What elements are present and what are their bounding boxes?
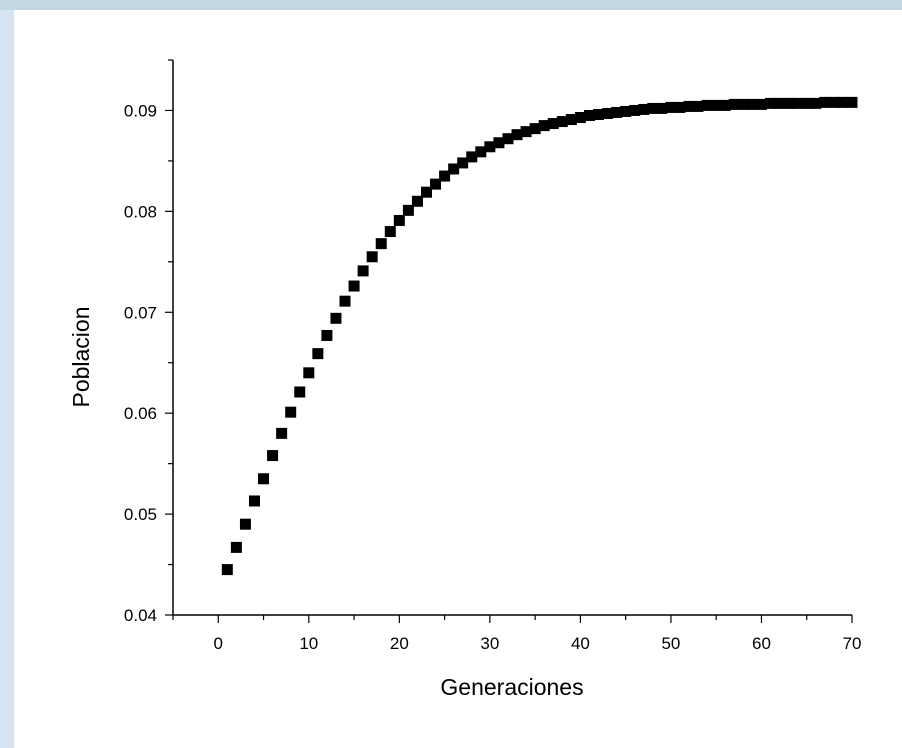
data-point bbox=[484, 141, 496, 153]
data-point bbox=[411, 195, 423, 207]
x-tick-label: 10 bbox=[299, 634, 318, 653]
data-point bbox=[285, 406, 297, 418]
y-tick-label: 0.09 bbox=[124, 101, 157, 120]
x-tick-label: 50 bbox=[661, 634, 680, 653]
data-point bbox=[466, 151, 478, 163]
data-point bbox=[810, 97, 822, 109]
data-point bbox=[267, 450, 279, 462]
x-tick-label: 0 bbox=[214, 634, 223, 653]
data-point bbox=[303, 367, 315, 379]
data-point bbox=[439, 170, 451, 182]
data-point bbox=[819, 96, 831, 108]
data-point bbox=[683, 100, 695, 112]
data-point bbox=[529, 123, 541, 135]
data-point bbox=[538, 120, 550, 132]
x-axis-ticks: 0 10 20 30 40 50 60 70 bbox=[172, 615, 862, 653]
data-point bbox=[565, 114, 577, 126]
data-point bbox=[828, 96, 840, 108]
y-tick-label: 0.05 bbox=[124, 505, 157, 524]
y-tick-label: 0.08 bbox=[124, 202, 157, 221]
data-point bbox=[457, 157, 469, 169]
x-tick-label: 60 bbox=[752, 634, 771, 653]
data-point bbox=[728, 98, 740, 110]
data-point bbox=[330, 312, 342, 324]
data-point bbox=[357, 265, 369, 277]
data-point bbox=[719, 99, 731, 111]
data-point bbox=[602, 107, 614, 119]
x-tick-label: 20 bbox=[390, 634, 409, 653]
x-tick-label: 30 bbox=[480, 634, 499, 653]
data-point bbox=[294, 386, 306, 398]
data-point bbox=[384, 226, 396, 238]
y-tick-label: 0.04 bbox=[124, 606, 157, 625]
data-point bbox=[258, 473, 270, 485]
data-point bbox=[710, 99, 722, 111]
x-tick-label: 40 bbox=[571, 634, 590, 653]
data-point bbox=[493, 137, 505, 149]
data-point bbox=[321, 329, 333, 341]
data-point bbox=[638, 103, 650, 115]
data-point bbox=[430, 178, 442, 190]
data-point bbox=[674, 101, 686, 113]
axes bbox=[172, 60, 852, 616]
data-point bbox=[765, 97, 777, 109]
data-point bbox=[276, 427, 288, 439]
data-point bbox=[230, 541, 242, 553]
data-point bbox=[801, 97, 813, 109]
data-point bbox=[393, 214, 405, 226]
data-points bbox=[221, 96, 858, 576]
data-point bbox=[520, 126, 532, 138]
data-point bbox=[774, 97, 786, 109]
data-point bbox=[312, 348, 324, 360]
y-tick-label: 0.07 bbox=[124, 303, 157, 322]
data-point bbox=[755, 98, 767, 110]
data-point bbox=[647, 102, 659, 114]
data-point bbox=[448, 163, 460, 175]
data-point bbox=[375, 238, 387, 250]
x-axis-label: Generaciones bbox=[440, 674, 583, 700]
data-point bbox=[502, 133, 514, 145]
data-point bbox=[611, 106, 623, 118]
data-point bbox=[574, 112, 586, 124]
data-point bbox=[402, 204, 414, 216]
data-point bbox=[583, 110, 595, 121]
data-point bbox=[665, 101, 677, 113]
data-point bbox=[837, 96, 849, 108]
x-tick-label: 70 bbox=[843, 634, 862, 653]
data-point bbox=[792, 97, 804, 109]
data-point bbox=[620, 105, 632, 117]
data-point bbox=[511, 129, 523, 141]
data-point bbox=[221, 564, 233, 576]
data-point bbox=[348, 280, 360, 292]
data-point bbox=[420, 186, 432, 198]
data-point bbox=[547, 118, 559, 130]
data-point bbox=[692, 100, 704, 112]
data-point bbox=[783, 97, 795, 109]
y-axis-ticks: 0.04 0.05 0.06 0.07 0.08 0.09 bbox=[124, 59, 173, 625]
data-point bbox=[656, 102, 668, 114]
data-point bbox=[746, 98, 758, 110]
data-point bbox=[339, 295, 351, 307]
data-point bbox=[248, 495, 260, 507]
data-point bbox=[239, 518, 251, 530]
y-axis-label: Poblacion bbox=[68, 306, 94, 407]
data-point bbox=[629, 104, 641, 116]
data-point bbox=[556, 116, 568, 128]
data-point bbox=[701, 99, 713, 111]
chart-panel bbox=[14, 10, 902, 748]
data-point bbox=[366, 251, 378, 263]
data-point bbox=[737, 98, 749, 110]
y-tick-label: 0.06 bbox=[124, 404, 157, 423]
data-point bbox=[593, 108, 605, 120]
data-point bbox=[846, 96, 858, 108]
data-point bbox=[475, 146, 487, 158]
